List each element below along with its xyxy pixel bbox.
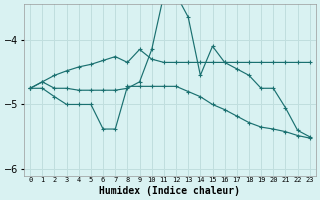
X-axis label: Humidex (Indice chaleur): Humidex (Indice chaleur) bbox=[100, 186, 240, 196]
